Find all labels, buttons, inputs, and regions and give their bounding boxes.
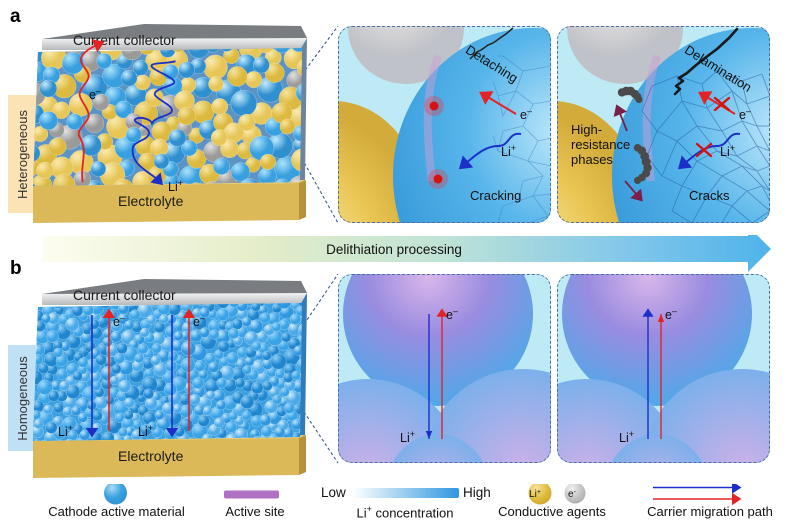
- svg-text:Low: Low: [321, 485, 346, 500]
- svg-text:High: High: [463, 485, 491, 500]
